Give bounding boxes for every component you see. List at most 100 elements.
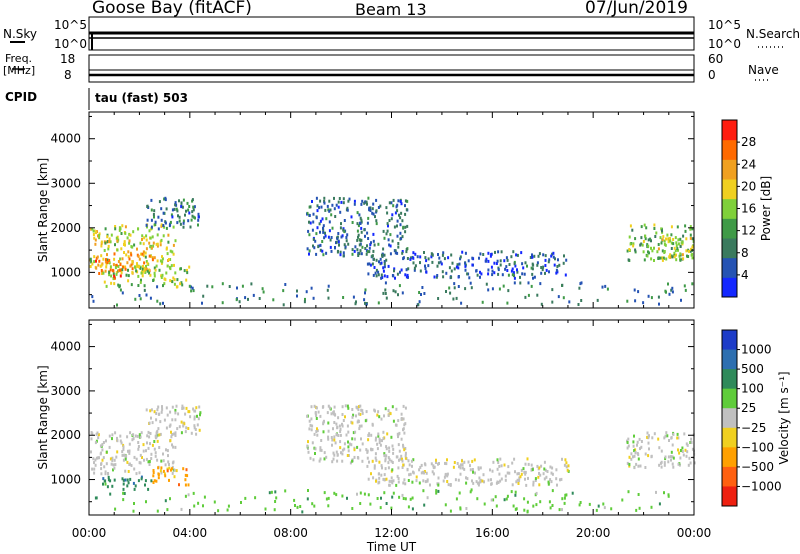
velocity-cell (663, 436, 666, 440)
power-cell (141, 271, 144, 275)
power-cell (109, 265, 112, 269)
power-cell (161, 255, 163, 259)
power-cell (399, 231, 402, 235)
power-cell (536, 263, 539, 267)
power-cell (312, 296, 315, 300)
velocity-cell (115, 455, 118, 459)
power-cell (156, 244, 159, 248)
power-cell (448, 286, 451, 290)
power-cell (171, 215, 174, 219)
power-cell (346, 206, 349, 210)
power-cell (367, 272, 370, 276)
power-cell (142, 264, 144, 268)
power-cell (171, 208, 174, 212)
velocity-cell (347, 440, 349, 444)
power-colorbar-label: 8 (741, 246, 749, 260)
velocity-cell (461, 459, 463, 463)
velocity-cell (666, 434, 669, 438)
power-cell (190, 285, 192, 289)
power-cell (188, 284, 191, 288)
velocity-cell (375, 479, 377, 483)
power-cell (102, 271, 105, 275)
velocity-cell (445, 462, 448, 466)
power-cell (383, 236, 386, 240)
power-cell (108, 261, 111, 265)
velocity-cell (492, 498, 495, 502)
power-cell (416, 255, 419, 259)
power-cell (654, 235, 657, 238)
velocity-cell (184, 412, 187, 416)
velocity-cell (130, 464, 133, 467)
power-cell (114, 227, 117, 231)
velocity-cell (402, 417, 405, 421)
power-cell (98, 236, 101, 240)
velocity-cell (532, 483, 535, 487)
power-cell (117, 283, 120, 287)
velocity-cell (371, 459, 374, 463)
power-cell (675, 258, 678, 262)
power-cell (124, 265, 127, 269)
power-cell (165, 271, 168, 275)
velocity-cell (153, 447, 156, 451)
power-cell (183, 269, 186, 273)
velocity-cell (172, 445, 175, 449)
velocity-cell (322, 430, 325, 434)
power-cell (120, 232, 123, 235)
power-cell (448, 266, 451, 270)
velocity-cell (351, 459, 354, 463)
power-cell (319, 248, 322, 252)
power-cell (165, 226, 168, 230)
velocity-cell (163, 472, 166, 476)
velocity-cell (550, 471, 553, 475)
velocity-cell (123, 453, 126, 457)
power-cell (412, 251, 415, 255)
power-cell (375, 274, 378, 278)
velocity-cell (226, 508, 229, 512)
velocity-cell (530, 463, 533, 467)
power-cell (364, 291, 366, 295)
velocity-cell (327, 404, 330, 408)
power-cell (272, 298, 275, 302)
velocity-cell (655, 490, 657, 494)
velocity-cell (127, 481, 130, 485)
velocity-cell (650, 454, 653, 458)
velocity-ytick-label: 2000 (50, 428, 81, 442)
power-cell (180, 201, 183, 205)
power-cell (551, 252, 554, 256)
power-cell (197, 215, 200, 219)
velocity-cell (520, 468, 523, 472)
velocity-cell (409, 497, 412, 501)
power-cell (500, 250, 503, 254)
power-cell (430, 255, 433, 259)
power-cell (91, 295, 94, 299)
power-cell (151, 235, 154, 239)
velocity-cell (556, 483, 558, 487)
power-cell (464, 268, 467, 272)
power-cell (527, 281, 530, 285)
power-cell (127, 268, 129, 272)
power-cell (425, 259, 428, 263)
power-cell (628, 248, 631, 251)
power-cell (114, 266, 117, 270)
power-cell (142, 242, 145, 246)
velocity-cell (651, 436, 654, 440)
velocity-cell (647, 454, 650, 458)
velocity-cell (364, 419, 367, 423)
power-cell (322, 228, 325, 232)
velocity-cell (496, 458, 499, 462)
power-cell (132, 230, 135, 234)
velocity-cell (524, 462, 527, 466)
velocity-cell (679, 456, 682, 460)
power-cell (110, 281, 113, 285)
velocity-cell (401, 493, 404, 497)
power-cell (347, 199, 350, 203)
power-cell (529, 256, 532, 259)
velocity-cell (139, 453, 142, 457)
power-cell (679, 258, 682, 262)
power-cell (142, 267, 144, 271)
velocity-cell (514, 490, 517, 494)
power-cell (161, 260, 164, 264)
power-cell (340, 222, 342, 226)
velocity-cell (531, 468, 534, 472)
velocity-cell (543, 460, 546, 464)
